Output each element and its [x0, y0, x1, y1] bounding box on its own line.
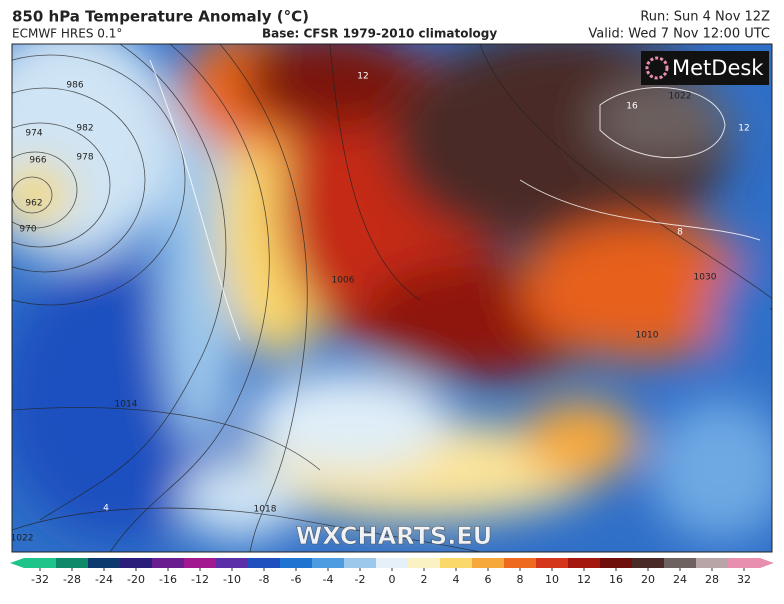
run: Run: Sun 4 Nov 12Z — [640, 10, 770, 25]
logo-box — [641, 51, 769, 85]
colorbar-segment — [24, 558, 57, 568]
colorbar-segment — [728, 558, 761, 568]
contour-label: 974 — [25, 129, 42, 139]
colorbar-segment — [568, 558, 601, 568]
logo-icon — [645, 56, 669, 80]
contour-label: 1006 — [332, 276, 355, 286]
isobars — [12, 44, 772, 552]
colorbar-tick-label: 28 — [705, 573, 719, 586]
colorbar-tick-label: -24 — [95, 573, 113, 586]
contour-labels: 986 982 978 974 966 962 970 1014 1018 1022 1006 101… — [11, 72, 750, 544]
colorbar-end — [10, 558, 24, 568]
colorbar-tick-label: 6 — [485, 573, 492, 586]
contour-label: 1022 — [11, 534, 34, 544]
colorbar-tick-label: 0 — [389, 573, 396, 586]
colorbar-segment — [120, 558, 153, 568]
colorbar-tick-label: -4 — [323, 573, 334, 586]
colorbar-segment — [376, 558, 409, 568]
contour-label: 966 — [29, 156, 46, 166]
colorbar-segment — [248, 558, 281, 568]
map: MetDesk WXCHARTS.EU 986 982 978 974 966 962 97… — [11, 44, 772, 552]
colorbar-tick-label: 8 — [517, 573, 524, 586]
contour-label: 1010 — [636, 331, 659, 341]
model: ECMWF HRES 0.1° — [12, 27, 122, 41]
colorbar-tick-label: -28 — [63, 573, 81, 586]
temperature-contours — [149, 59, 761, 341]
contour-label: 982 — [76, 124, 93, 134]
colorbar-tick-label: 16 — [609, 573, 623, 586]
colorbar-tick-label: -12 — [191, 573, 209, 586]
colorbar-segment — [88, 558, 121, 568]
contour-label: 962 — [25, 199, 42, 209]
contour-label: 8 — [677, 228, 683, 238]
colorbar-tick-label: 2 — [421, 573, 428, 586]
contour-label: 1022 — [669, 92, 692, 102]
colorbar-end — [760, 558, 774, 568]
contour-label: 4 — [103, 504, 109, 514]
colorbar-tick-label: -10 — [223, 573, 241, 586]
colorbar-segment — [600, 558, 633, 568]
watermark: WXCHARTS.EU — [296, 522, 492, 550]
colorbar-segment — [280, 558, 313, 568]
colorbar-tick-label: -32 — [31, 573, 49, 586]
colorbar-tick-label: 12 — [577, 573, 591, 586]
colorbar-segment — [152, 558, 185, 568]
contour-label: 986 — [66, 81, 83, 91]
colorbar-segment — [344, 558, 377, 568]
colorbar-segment — [536, 558, 569, 568]
anomaly-field — [12, 44, 772, 540]
colorbar-tick-label: -2 — [355, 573, 366, 586]
contour-label: 978 — [76, 153, 93, 163]
base: Base: CFSR 1979-2010 climatology — [262, 27, 497, 41]
colorbar-segment — [440, 558, 473, 568]
colorbar-segment — [696, 558, 729, 568]
colorbar-tick-label: -16 — [159, 573, 177, 586]
contour-label: 12 — [357, 72, 368, 82]
contour-label: 970 — [19, 225, 36, 235]
colorbar-segment — [184, 558, 217, 568]
colorbar-segment — [632, 558, 665, 568]
colorbar-tick-label: 32 — [737, 573, 751, 586]
colorbar-tick-label: 24 — [673, 573, 687, 586]
contour-label: 1018 — [254, 505, 277, 515]
colorbar-tick-label: -6 — [291, 573, 302, 586]
colorbar-tick-label: -20 — [127, 573, 145, 586]
colorbar-tick-label: -8 — [259, 573, 270, 586]
colorbar-segment — [56, 558, 89, 568]
valid: Valid: Wed 7 Nov 12:00 UTC — [588, 27, 770, 42]
colorbar-tick-label: 10 — [545, 573, 559, 586]
colorbar-segment — [504, 558, 537, 568]
title: 850 hPa Temperature Anomaly (°C) — [12, 8, 309, 26]
colorbar-segment — [664, 558, 697, 568]
colorbar-segment — [408, 558, 441, 568]
colorbar-tick-label: 4 — [453, 573, 460, 586]
colorbar-segment — [216, 558, 249, 568]
contour-label: 12 — [738, 124, 749, 134]
colorbar-tick-label: 20 — [641, 573, 655, 586]
map-frame — [11, 43, 773, 553]
colorbar-segment — [312, 558, 345, 568]
colorbar: -32 -28 -24 -20 -16 -12 -10 -8 -6 -4 -2 0 2 4 6 8 10 12 16… — [10, 558, 774, 586]
logo-text: MetDesk — [672, 56, 764, 80]
colorbar-segment — [472, 558, 505, 568]
contour-label: 1014 — [115, 400, 138, 410]
contour-label: 16 — [626, 102, 638, 112]
contour-label: 1030 — [694, 273, 717, 283]
